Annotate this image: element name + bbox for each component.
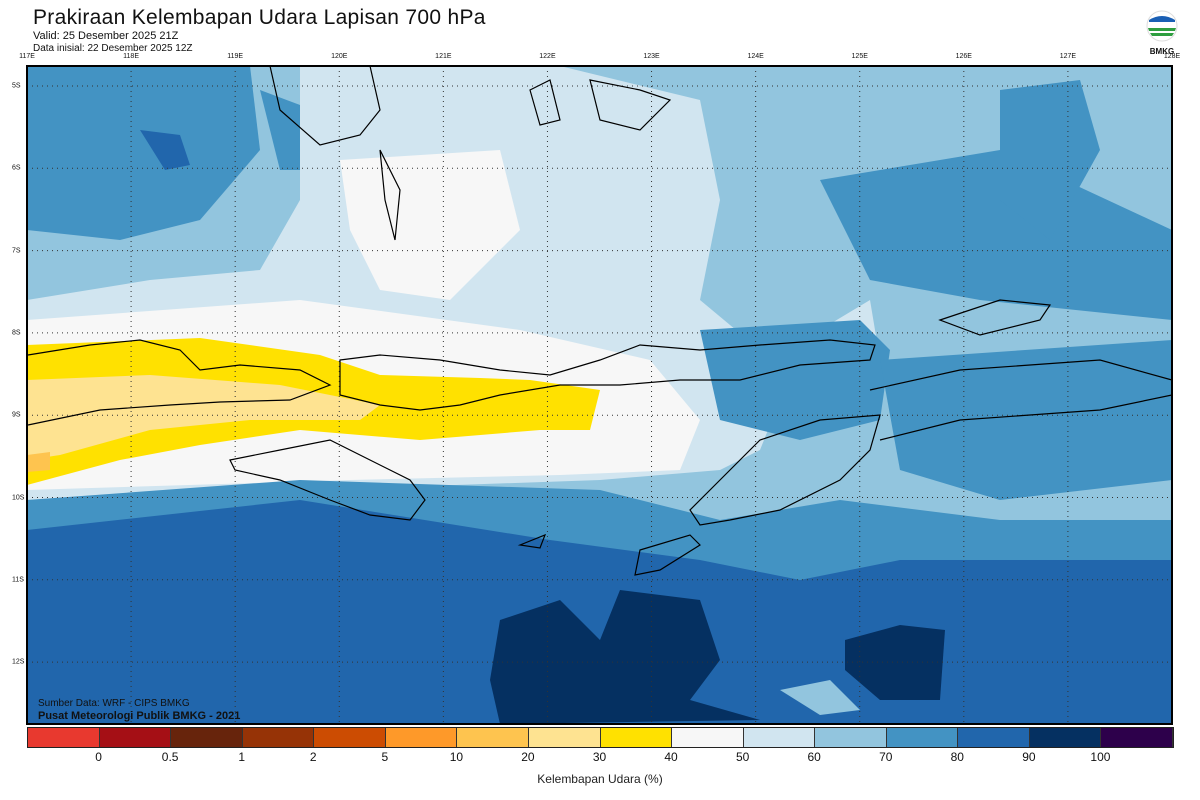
data-source: Sumber Data: WRF - CIPS BMKG	[38, 698, 190, 709]
colorbar-tick: 5	[381, 750, 389, 764]
lon-label: 121E	[435, 53, 452, 60]
colorbar-segment	[242, 728, 315, 747]
colorbar-segment	[958, 728, 1030, 747]
colorbar-segment	[385, 728, 458, 747]
colorbar-segment	[886, 728, 959, 747]
bmkg-logo-icon	[1146, 10, 1178, 42]
lat-label: 5S	[12, 82, 21, 90]
lon-label: 127E	[1059, 53, 1077, 60]
lon-label: 117E	[19, 53, 35, 60]
colorbar-tick: 1	[238, 750, 246, 764]
colorbar-segment	[457, 728, 529, 747]
lon-label: 120E	[331, 53, 348, 60]
colorbar-segment	[99, 728, 172, 747]
colorbar-segment	[1101, 728, 1173, 747]
colorbar-tick: 30	[592, 750, 607, 764]
colorbar-tick: 0.5	[161, 750, 179, 764]
colorbar-tick: 0	[95, 750, 102, 764]
colorbar-tick: 70	[879, 750, 893, 764]
colorbar-segment	[815, 728, 887, 747]
initial-time: Data inisial: 22 Desember 2025 12Z	[33, 43, 193, 54]
bmkg-logo: BMKG	[1145, 10, 1179, 56]
colorbar-segment	[600, 728, 673, 747]
lon-label: 119E	[227, 53, 244, 60]
colorbar-tick: 40	[664, 750, 678, 764]
credit: Pusat Meteorologi Publik BMKG - 2021	[38, 710, 241, 722]
lat-label: 8S	[12, 329, 21, 337]
colorbar	[27, 727, 1174, 748]
map-title: Prakiraan Kelembapan Udara Lapisan 700 h…	[33, 6, 486, 29]
lon-label: 122E	[539, 53, 556, 60]
colorbar-tick: 90	[1022, 750, 1036, 764]
colorbar-segment	[672, 728, 744, 747]
lat-label: 12S	[12, 658, 25, 666]
colorbar-segment	[28, 728, 100, 747]
lon-label: 125E	[851, 53, 868, 60]
lon-label: 124E	[747, 53, 764, 60]
lat-label: 9S	[12, 411, 21, 419]
lon-label: 126E	[955, 53, 972, 60]
lat-label: 6S	[12, 164, 21, 172]
valid-time: Valid: 25 Desember 2025 21Z	[33, 30, 179, 42]
lat-label: 10S	[12, 494, 25, 501]
map-frame	[26, 65, 1173, 725]
colorbar-tick: 20	[521, 750, 535, 764]
colorbar-tick: 60	[807, 750, 821, 764]
colorbar-tick: 50	[735, 750, 750, 764]
lon-label: 128E	[1163, 53, 1181, 60]
colorbar-segment	[171, 728, 243, 747]
graticule	[27, 66, 1172, 724]
humidity-field	[27, 66, 1172, 724]
coastlines	[27, 66, 1172, 576]
lon-label: 123E	[643, 53, 660, 60]
colorbar-tick: 80	[950, 750, 964, 764]
colorbar-tick: 10	[449, 750, 464, 764]
colorbar-tick: 100	[1090, 750, 1111, 764]
lat-label: 7S	[12, 247, 21, 255]
colorbar-tick: 2	[309, 750, 317, 764]
colorbar-segment	[314, 728, 386, 747]
lon-label: 118E	[123, 53, 139, 60]
colorbar-segment	[743, 728, 816, 747]
colorbar-label: Kelembapan Udara (%)	[537, 772, 663, 786]
lat-label: 11S	[12, 576, 24, 584]
colorbar-segment	[528, 728, 601, 747]
colorbar-segment	[1029, 728, 1102, 747]
logo-text: BMKG	[1149, 47, 1175, 56]
